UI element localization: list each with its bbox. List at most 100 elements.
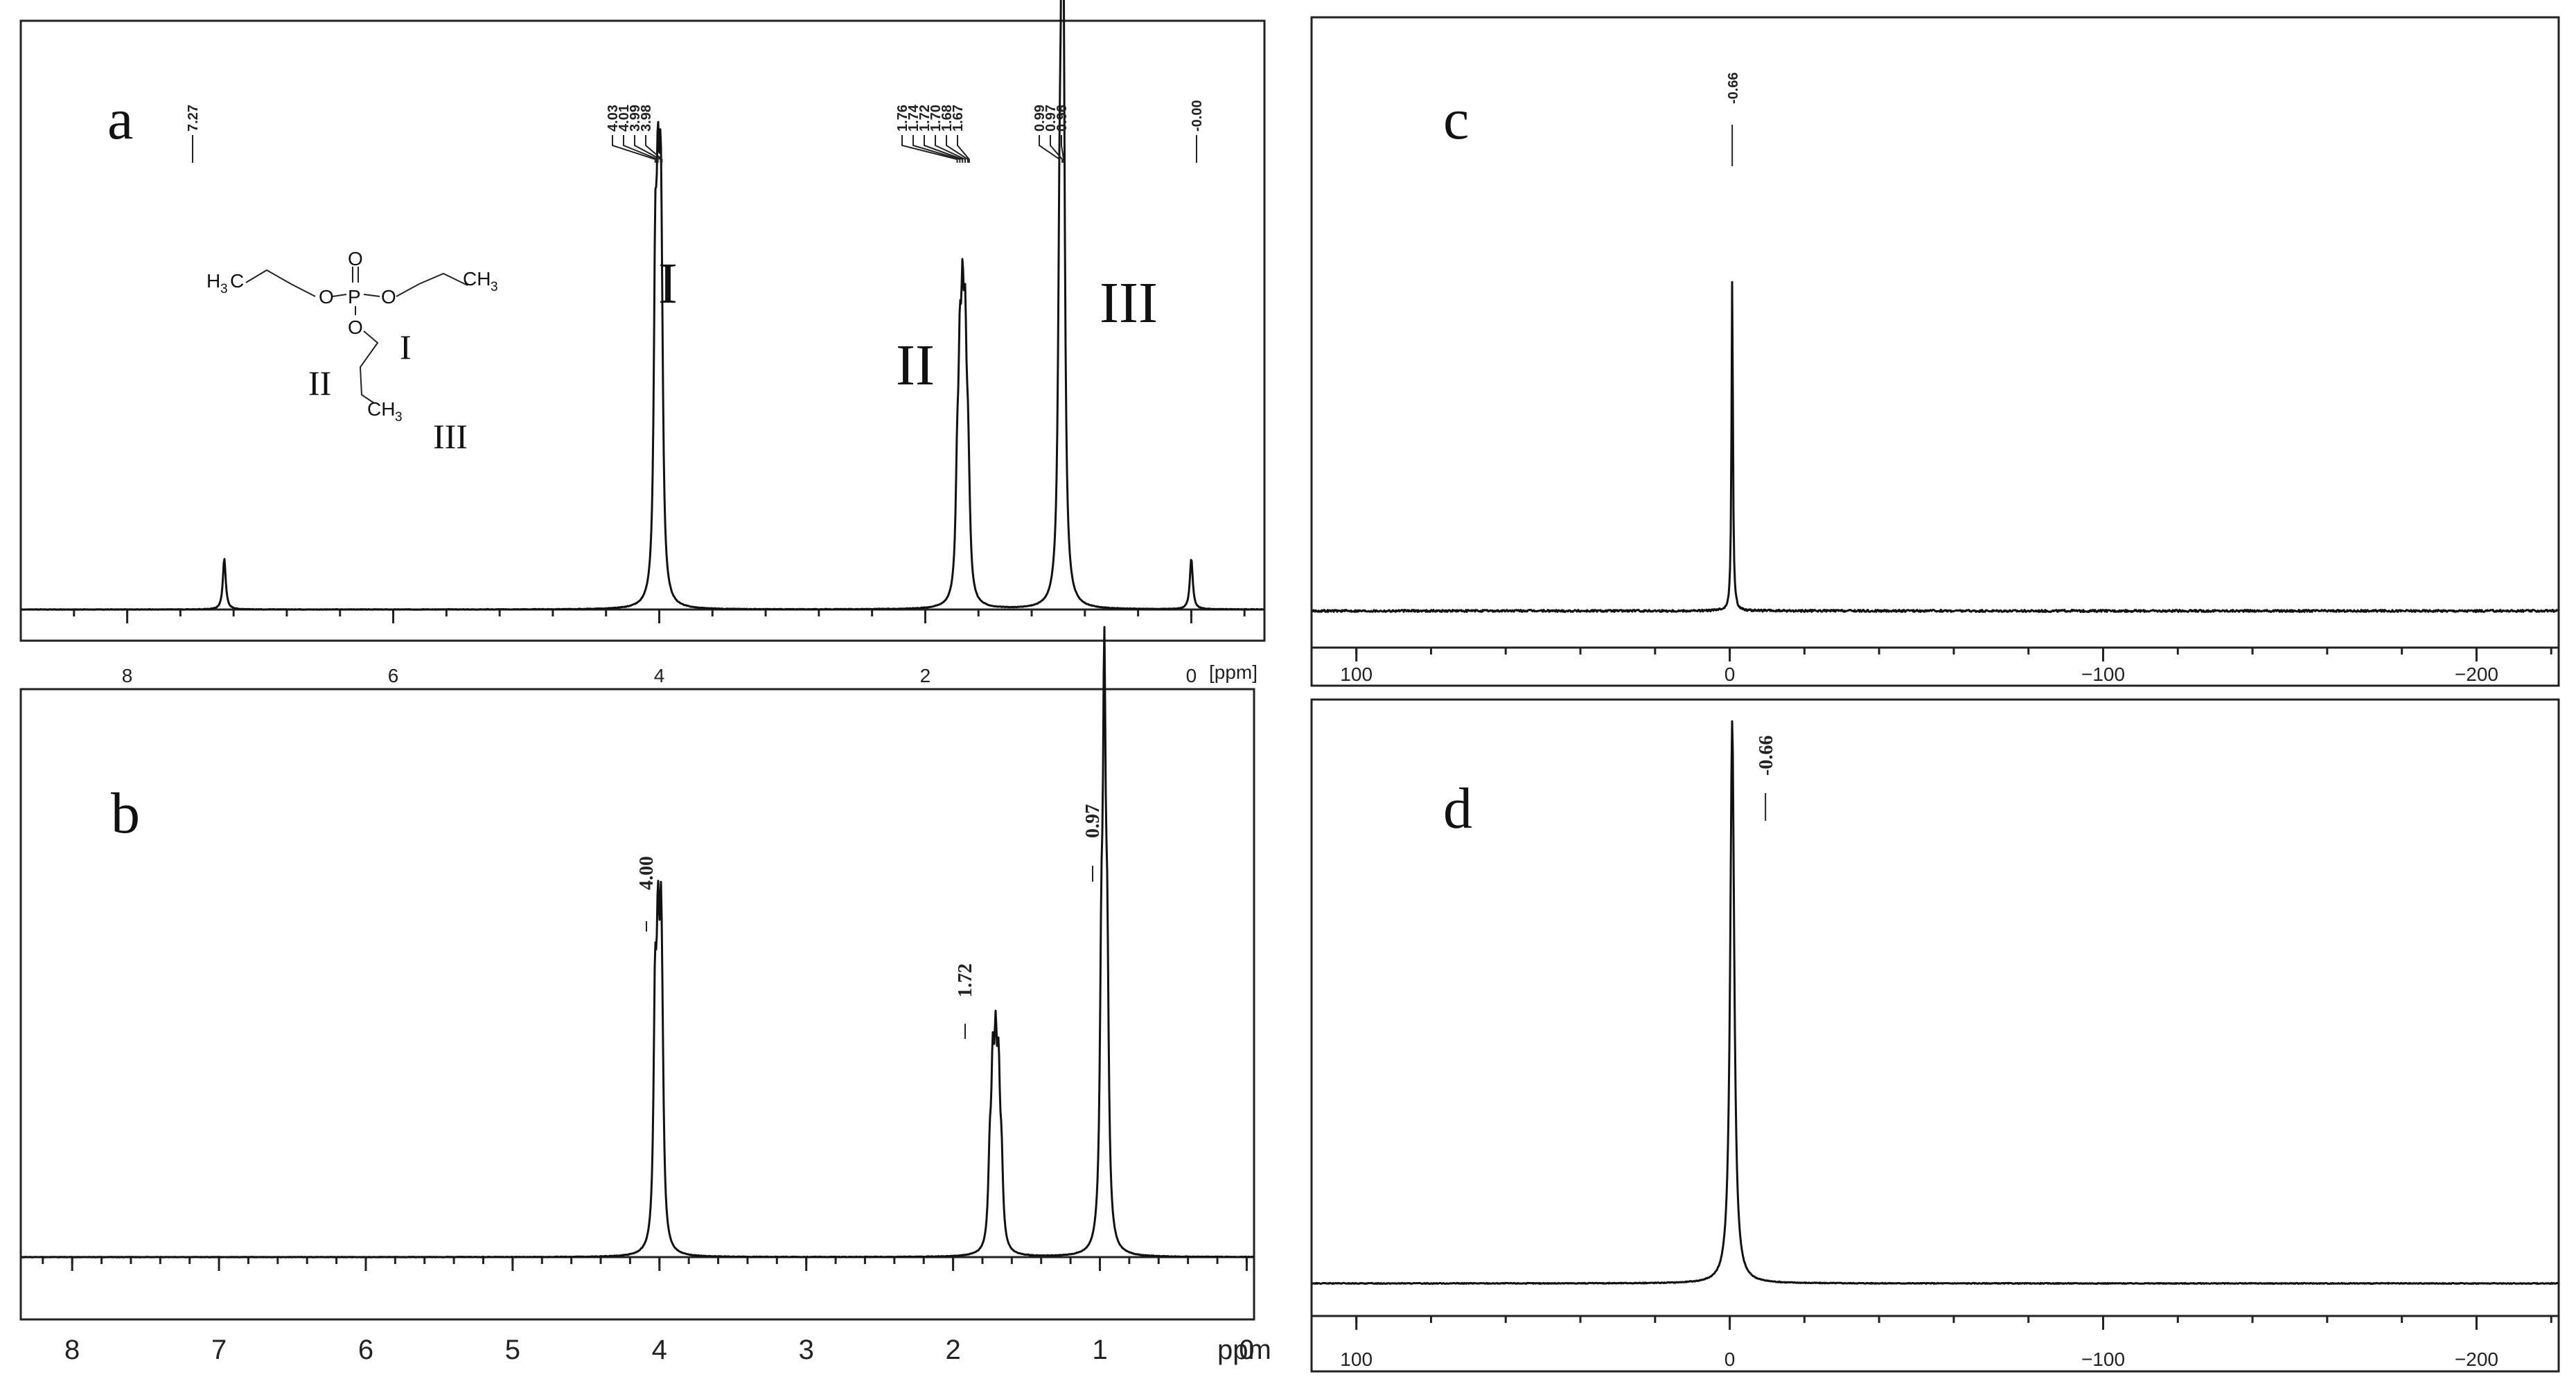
x-tick-label: −100 [2081,1349,2125,1370]
peak-label-leader [1061,135,1065,163]
peak-label: 0.99 [1032,105,1048,132]
spectrum-trace [1312,720,2559,1285]
x-tick-label: −200 [2455,1349,2498,1370]
x-tick-label: 0 [1186,665,1197,686]
x-tick-label: 6 [388,665,399,686]
o-bottom: O [348,317,363,338]
panel-letter: b [111,781,140,846]
peak-label-leader [924,135,964,163]
o-right-bond [363,294,380,297]
chart-d: 100 0 −100 −200 -0.66 d [1310,698,2560,1373]
x-tick-label: −100 [2081,664,2125,685]
peak-label: -0.66 [1756,736,1777,776]
bottom-propyl-chain [359,330,379,404]
panel-b: 8 7 6 5 4 3 2 1 0 4.00 1.72 0.97 ppm b [0,625,1289,1379]
chart-b: 8 7 6 5 4 3 2 1 0 4.00 1.72 0.97 ppm b [19,625,1271,1365]
plot-frame [1310,698,2560,1373]
molecule-structure: H 3 C O P O O CH 3 O CH 3 I II III [206,248,498,456]
group-label-ii: II [896,333,935,398]
peak-label: 4.00 [636,856,658,890]
x-tick-label: 0 [1724,664,1736,685]
panel-c: 100 0 −100 −200 -0.66 c [1309,0,2576,693]
panel-letter: c [1443,87,1469,152]
plot-frame [1310,16,2560,687]
peak-label: 4.01 [617,105,632,132]
plot-frame [19,688,1255,1321]
o-right: O [381,286,396,308]
x-tick-label: 2 [945,1335,960,1365]
plot-frame [19,19,1266,642]
peak-label-leader [935,135,967,163]
peak-label: 1.74 [906,104,921,132]
left-ch3-c: C [230,270,244,292]
peak-label-leader [612,135,656,163]
peak-label: 1.67 [951,105,966,132]
x-tick-label: 2 [920,665,931,686]
x-tick-label: 0 [1239,1335,1254,1365]
axis-unit: ppm [1217,1335,1271,1365]
structure-label-i: I [400,328,412,366]
left-ch3-h: H [206,270,220,292]
x-tick-label: 100 [1340,1349,1373,1370]
spectrum-trace [1312,281,2559,613]
spectrum-trace [21,625,1254,1258]
peak-label-leader [901,135,958,163]
x-tick-label: 8 [122,665,133,686]
group-label-i: I [658,251,678,316]
bottom-ch3: CH [367,398,395,420]
peak-label-leader [1050,135,1064,163]
peak-label: -0.66 [1726,72,1741,104]
peak-label-leader [623,135,659,163]
peak-label-leader [645,135,663,163]
x-tick-label: 1 [1092,1335,1107,1365]
chart-c: 100 0 −100 −200 -0.66 c [1310,16,2560,687]
panel-letter: a [107,87,133,152]
left-propyl-chain [245,269,316,297]
x-tick-label: −200 [2455,664,2498,685]
o-top: O [348,248,363,269]
x-tick-label: 7 [211,1335,227,1365]
right-propyl-chain [396,272,468,297]
peak-label-leader [946,135,969,163]
peak-label: 0.97 [1082,804,1104,838]
peak-label: 0.96 [1055,105,1070,132]
x-tick-label: 3 [799,1335,814,1365]
peak-label: 0.97 [1043,105,1059,132]
peak-label: 3.98 [639,105,654,132]
peak-label: 1.76 [895,105,910,132]
peak-label: 1.70 [928,105,944,132]
o-left-bond [332,294,347,297]
structure-label-ii: II [308,364,331,402]
p-atom: P [348,286,361,308]
peak-label: 1.68 [939,105,955,132]
x-tick-label: 4 [652,1335,667,1365]
peak-label: 7.27 [186,105,201,132]
peak-label: -0.00 [1190,100,1205,132]
structure-label-iii: III [433,417,468,456]
panel-d: 100 0 −100 −200 -0.66 d [1309,693,2576,1379]
peak-label: 1.72 [917,105,933,132]
peak-label-leader [957,135,970,163]
panel-letter: d [1443,776,1472,841]
x-tick-label: 5 [505,1335,520,1365]
bottom-ch3-sub: 3 [395,410,403,425]
right-ch3: CH [463,268,491,290]
spectrum-trace [21,0,1264,611]
right-ch3-sub: 3 [491,280,498,294]
peak-label: 4.03 [606,105,621,132]
x-tick-label: 6 [358,1335,373,1365]
peak-label: 3.99 [628,105,643,132]
peak-label-leader [1039,135,1061,163]
o-left: O [319,286,334,308]
peak-label-leader [634,135,662,163]
x-tick-label: 0 [1724,1349,1736,1370]
peak-label-leader [912,135,961,163]
group-label-iii: III [1100,271,1158,335]
left-ch3-sub: 3 [220,282,228,296]
x-tick-label: 4 [654,665,665,686]
peak-label: 1.72 [955,963,976,997]
axis-unit: [ppm] [1209,661,1258,683]
x-tick-label: 8 [64,1335,80,1365]
